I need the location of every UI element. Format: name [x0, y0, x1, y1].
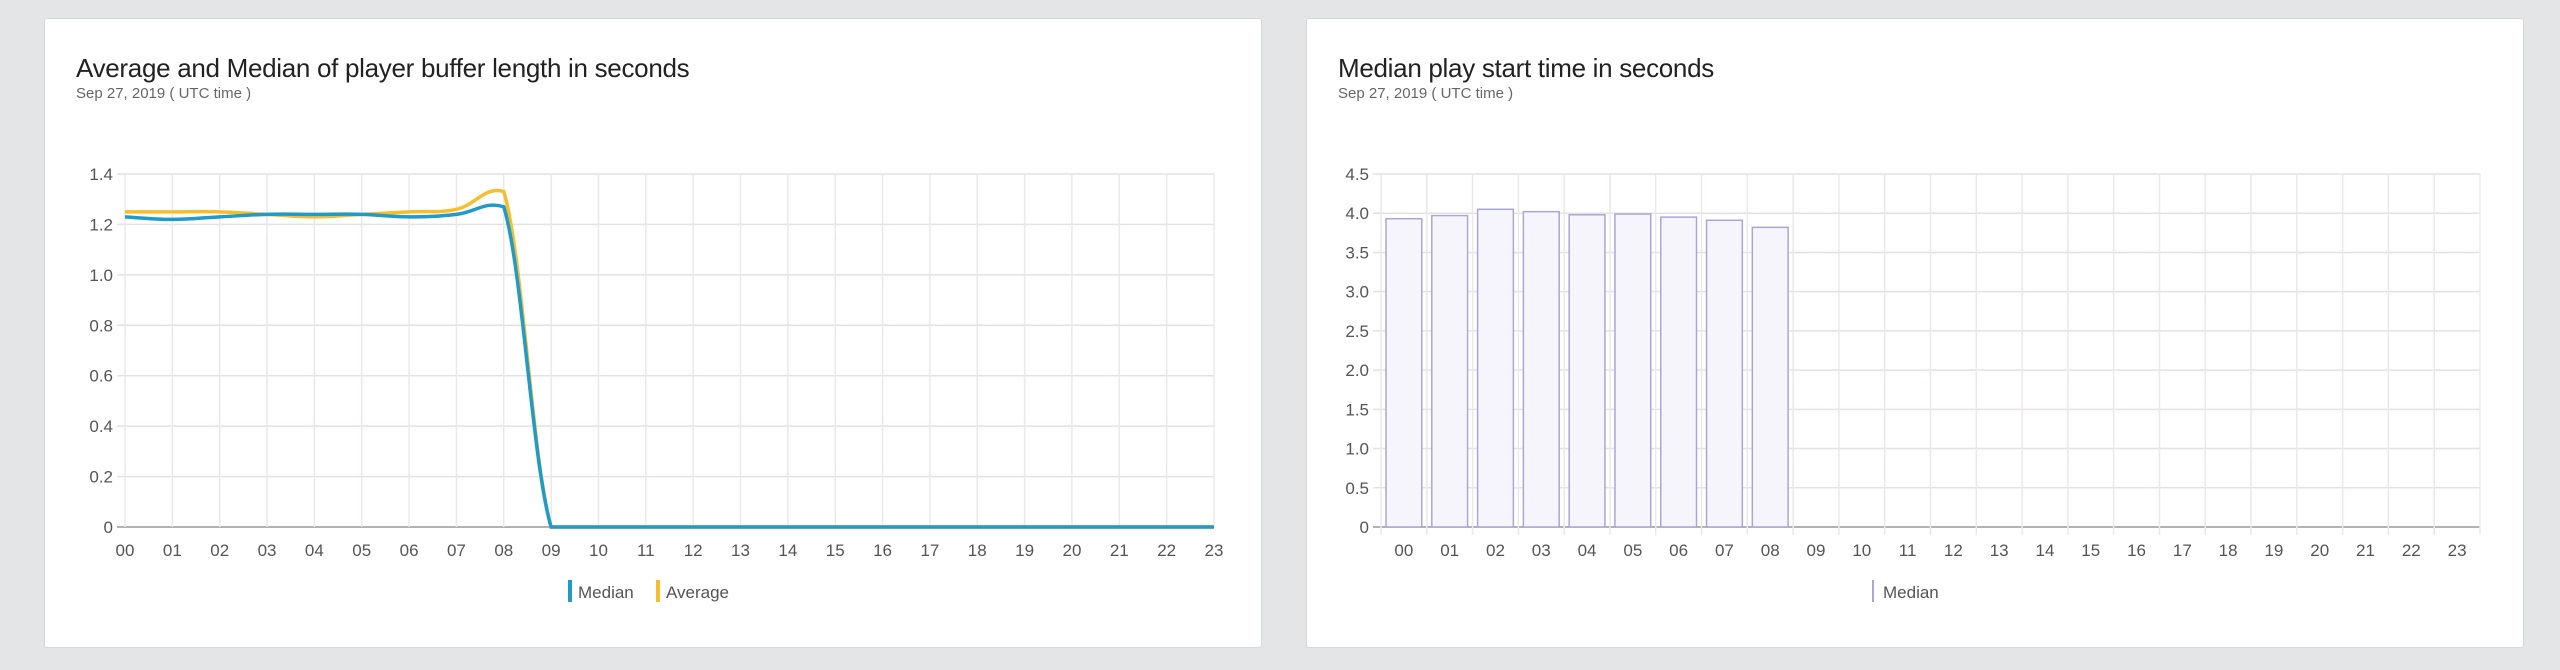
bar [1476, 208, 1515, 528]
x-tick-label: 15 [826, 541, 845, 560]
x-tick-label: 13 [731, 541, 750, 560]
x-tick-label: 09 [1807, 541, 1826, 560]
x-tick-label: 11 [1899, 541, 1917, 560]
legend-marker-median [568, 580, 572, 602]
x-tick-label: 21 [2356, 541, 2375, 560]
y-tick-label: 0.6 [89, 367, 113, 386]
y-tick-label: 1.0 [1345, 440, 1369, 459]
x-tick-label: 20 [1062, 541, 1081, 560]
bar [1385, 217, 1423, 528]
y-tick-label: 1.2 [89, 215, 113, 234]
x-tick-label: 23 [2448, 541, 2467, 560]
x-tick-label: 21 [1110, 541, 1129, 560]
x-tick-label: 19 [2264, 541, 2283, 560]
y-tick-label: 3.0 [1345, 283, 1369, 302]
x-tick-label: 22 [1157, 541, 1176, 560]
x-tick-label: 14 [2036, 541, 2055, 560]
x-tick-label: 22 [2402, 541, 2421, 560]
x-tick-label: 01 [1440, 541, 1459, 560]
x-tick-label: 18 [968, 541, 987, 560]
x-tick-label: 20 [2310, 541, 2329, 560]
x-tick-label: 17 [920, 541, 939, 560]
series-line-median [124, 203, 1214, 529]
bar [1705, 219, 1744, 528]
y-tick-label: 1.5 [1345, 400, 1369, 419]
x-tick-label: 16 [873, 541, 892, 560]
x-tick-label: 03 [1532, 541, 1551, 560]
y-tick-label: 0 [1360, 518, 1369, 537]
x-tick-label: 19 [1015, 541, 1034, 560]
chart-subtitle: Sep 27, 2019 ( UTC time ) [76, 85, 252, 102]
y-tick-label: 4.0 [1345, 204, 1369, 223]
x-tick-label: 07 [1715, 541, 1734, 560]
play-start-card: Median play start time in seconds Sep 27… [1306, 18, 2524, 648]
legend-item-average[interactable]: Average [666, 583, 729, 602]
chart-title: Average and Median of player buffer leng… [76, 53, 690, 83]
x-tick-label: 13 [1990, 541, 2009, 560]
x-tick-label: 05 [352, 541, 371, 560]
x-tick-label: 06 [400, 541, 419, 560]
x-tick-label: 10 [1852, 541, 1871, 560]
bar [1751, 226, 1789, 528]
legend-marker-median [1872, 580, 1874, 602]
y-tick-label: 2.0 [1345, 361, 1369, 380]
y-tick-label: 0.2 [89, 468, 113, 487]
x-tick-label: 11 [637, 541, 655, 560]
x-tick-label: 00 [1394, 541, 1413, 560]
legend-item-median[interactable]: Median [1883, 583, 1939, 602]
y-tick-label: 0.4 [89, 417, 113, 436]
bar-chart: 0 0.5 1.0 1.5 2.0 2.5 3.0 3.5 4.0 4.5 00 01 02 03 04 05… [1345, 165, 2481, 602]
bar [1660, 216, 1698, 528]
y-tick-label: 0.8 [89, 316, 113, 335]
bar [1522, 210, 1560, 528]
x-tick-label: 14 [778, 541, 797, 560]
bar [1614, 213, 1652, 528]
y-tick-label: 2.5 [1345, 322, 1369, 341]
legend-item-median[interactable]: Median [578, 583, 634, 602]
y-tick-label: 1.0 [89, 266, 113, 285]
x-tick-label: 23 [1205, 541, 1224, 560]
x-tick-label: 03 [258, 541, 277, 560]
y-tick-label: 1.4 [89, 165, 113, 184]
x-tick-label: 07 [447, 541, 466, 560]
x-tick-label: 12 [684, 541, 703, 560]
chart-title: Median play start time in seconds [1338, 53, 1714, 83]
x-tick-label: 15 [2081, 541, 2100, 560]
line-chart: 0 0.2 0.4 0.6 0.8 1.0 1.2 1.4 00 01 02 03 04 05 06 07 08… [89, 165, 1224, 602]
y-tick-label: 0 [104, 518, 113, 537]
bar [1568, 214, 1606, 528]
x-tick-label: 17 [2173, 541, 2192, 560]
y-tick-label: 0.5 [1345, 479, 1369, 498]
y-tick-label: 4.5 [1345, 165, 1369, 184]
x-tick-label: 04 [305, 541, 324, 560]
bar [1431, 214, 1469, 528]
y-tick-label: 3.5 [1345, 243, 1369, 262]
buffer-length-card: Average and Median of player buffer leng… [44, 18, 1262, 648]
x-tick-label: 16 [2127, 541, 2146, 560]
chart-subtitle: Sep 27, 2019 ( UTC time ) [1338, 85, 1514, 102]
x-tick-label: 01 [163, 541, 182, 560]
legend-marker-average [656, 580, 660, 602]
x-tick-label: 06 [1669, 541, 1688, 560]
x-tick-label: 05 [1623, 541, 1642, 560]
x-tick-label: 08 [494, 541, 513, 560]
x-tick-label: 18 [2219, 541, 2238, 560]
x-tick-label: 08 [1761, 541, 1780, 560]
x-tick-label: 00 [116, 541, 135, 560]
x-tick-label: 04 [1578, 541, 1597, 560]
x-tick-label: 02 [210, 541, 229, 560]
x-tick-label: 12 [1944, 541, 1963, 560]
x-tick-label: 02 [1486, 541, 1505, 560]
x-tick-label: 10 [589, 541, 608, 560]
x-tick-label: 09 [542, 541, 561, 560]
